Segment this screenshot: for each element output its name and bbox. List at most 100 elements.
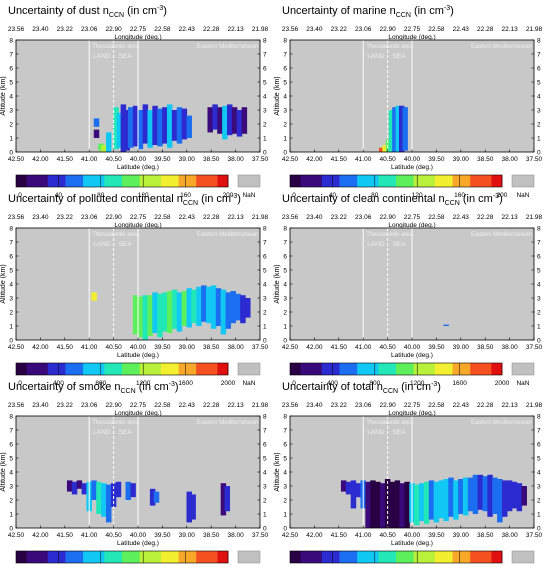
altitude-tick-right: 7 [263,239,267,246]
colorbar-tick: 1600 [452,380,467,387]
altitude-tick-left: 8 [9,413,13,420]
colorbar-segment [441,363,446,375]
longitude-axis-label: Longitude (deg.) [388,222,435,229]
data-cell [215,288,222,326]
colorbar-segment [487,175,492,187]
altitude-tick-right: 1 [537,511,541,518]
altitude-tick-right: 6 [537,253,541,260]
colorbar-segment [100,175,105,187]
colorbar-segment [104,551,109,563]
colorbar-segment [189,175,194,187]
altitude-tick-left: 3 [9,295,13,302]
colorbar-segment [47,363,52,375]
longitude-tick: 23.56 [282,402,299,409]
altitude-tick-left: 7 [283,239,287,246]
altitude-tick-right: 4 [263,281,267,288]
colorbar-segment [388,363,393,375]
colorbar-segment [494,551,499,563]
data-cell [399,105,405,152]
colorbar-segment [480,363,485,375]
colorbar-segment [314,551,319,563]
colorbar-segment [93,175,98,187]
colorbar-segment [311,551,316,563]
altitude-tick-left: 5 [9,267,13,274]
colorbar-segment [498,363,503,375]
colorbar-segment [343,551,347,563]
colorbar-segment [192,363,197,375]
colorbar-segment [350,363,354,375]
data-cell [220,289,227,335]
data-cell [382,145,388,152]
colorbar-segment [427,175,432,187]
altitude-tick-left: 4 [283,281,287,288]
colorbar-segment [339,363,344,375]
colorbar-segment [321,551,326,563]
colorbar-segment [297,363,301,375]
data-cell [350,480,357,509]
colorbar-segment [307,551,312,563]
longitude-tick: 23.06 [81,26,98,33]
colorbar-segment [210,363,215,375]
longitude-tick: 21.98 [252,402,269,409]
data-cell [81,483,88,495]
longitude-tick: 22.58 [154,214,171,221]
latitude-tick: 41.50 [331,344,348,351]
altitude-tick-right: 8 [537,413,541,420]
colorbar-tick: 160 [454,192,465,199]
panel-title: Uncertainty of smoke nCCN (in cm-3) [8,381,179,395]
colorbar-segment [178,551,183,563]
colorbar-segment [290,175,294,187]
data-cell [379,483,386,528]
colorbar-segment [431,551,436,563]
latitude-axis-label: Latitude (deg.) [391,164,433,171]
data-cell [516,483,523,512]
data-cell [162,292,168,332]
longitude-tick: 22.13 [227,402,244,409]
colorbar-tick: 0 [292,192,296,199]
colorbar-segment [290,363,294,375]
data-cell [482,476,488,512]
data-cell [355,483,362,498]
latitude-tick: 39.00 [179,156,196,163]
data-cell [392,107,398,152]
colorbar-segment [150,551,155,563]
colorbar-segment [321,363,326,375]
colorbar-segment [157,175,162,187]
altitude-tick-right: 1 [263,511,267,518]
colorbar-segment [37,363,42,375]
colorbar-segment [392,175,397,187]
colorbar-segment [420,551,425,563]
altitude-tick-left: 8 [283,225,287,232]
colorbar-segment [37,175,42,187]
data-cell [225,292,232,329]
data-cell [152,105,158,145]
data-cell [116,112,123,148]
colorbar-segment [300,551,305,563]
longitude-tick: 21.98 [526,26,543,33]
latitude-tick: 40.00 [130,344,147,351]
data-cell [162,107,168,144]
nan-swatch [511,174,535,188]
colorbar-segment [396,363,400,375]
latitude-tick: 37.50 [526,532,543,539]
latitude-tick: 37.50 [526,156,543,163]
colorbar-segment [47,175,52,187]
colorbar-segment [491,551,496,563]
longitude-tick: 22.28 [477,214,494,221]
longitude-tick: 22.58 [154,26,171,33]
colorbar-segment [129,175,133,187]
data-cell [453,480,459,520]
data-cell [497,479,503,523]
altitude-tick-left: 5 [9,455,13,462]
colorbar-tick: 200 [223,192,234,199]
colorbar-segment [367,363,372,375]
latitude-tick: 41.00 [355,344,372,351]
data-cell [147,295,153,336]
colorbar-segment [413,551,418,563]
colorbar-segment [477,175,482,187]
colorbar-segment [69,175,73,187]
data-cell [130,483,136,498]
colorbar-segment [118,551,123,563]
data-cell [152,292,158,333]
latitude-tick: 40.00 [130,532,147,539]
